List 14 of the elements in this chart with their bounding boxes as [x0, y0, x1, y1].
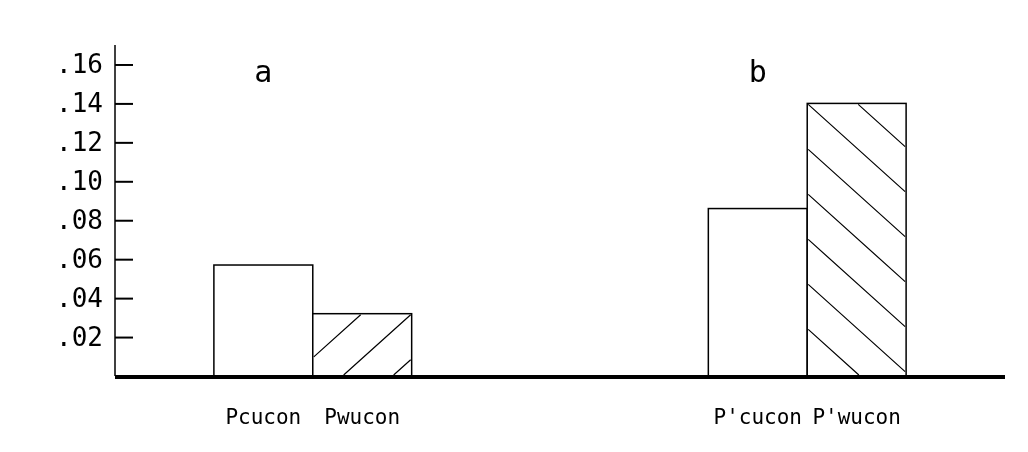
y-tick-label: .10: [56, 166, 103, 197]
y-tick-label: .06: [56, 244, 103, 274]
y-tick-label: .04: [56, 282, 103, 313]
y-tick-label: .14: [56, 88, 103, 119]
x-tick-label: Pcucon: [225, 405, 302, 429]
y-tick-label: .02: [56, 321, 103, 352]
x-tick-label: Pwucon: [324, 405, 401, 429]
y-tick-label: .08: [56, 205, 103, 236]
annotation: a: [254, 54, 273, 89]
y-tick-label: .12: [56, 127, 103, 158]
x-tick-label: P'wucon: [812, 405, 901, 429]
annotation: b: [748, 54, 767, 89]
x-tick-label: P'cucon: [713, 405, 803, 429]
y-tick-label: .16: [56, 49, 103, 80]
